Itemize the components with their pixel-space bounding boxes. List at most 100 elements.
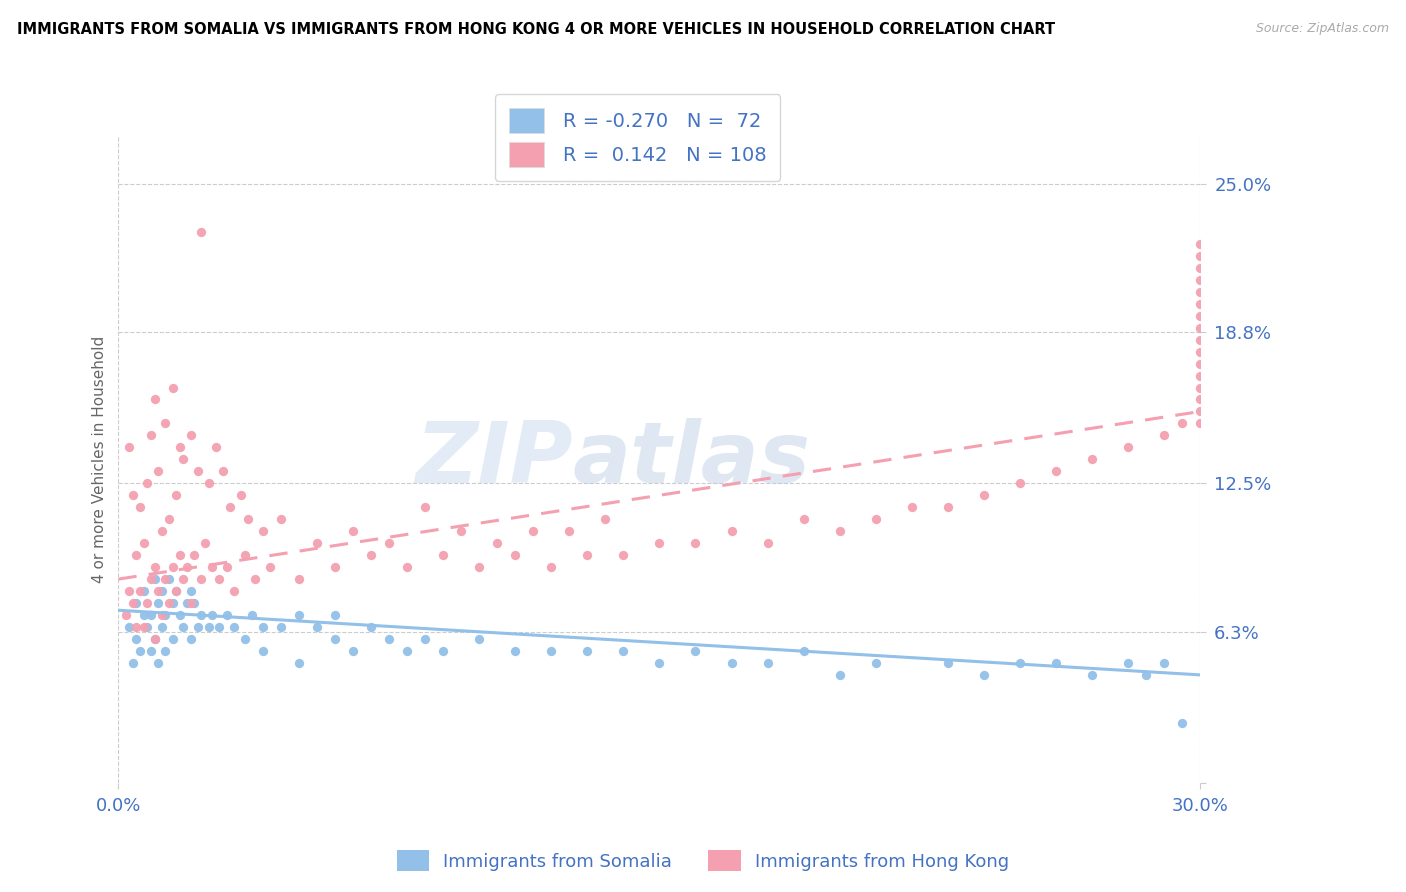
Point xyxy=(155,572,177,586)
Point xyxy=(865,656,887,670)
Point xyxy=(503,644,526,658)
Point xyxy=(252,620,274,634)
Point xyxy=(172,452,194,467)
Point xyxy=(240,607,263,622)
Legend: R = -0.270   N =  72, R =  0.142   N = 108: R = -0.270 N = 72, R = 0.142 N = 108 xyxy=(495,94,780,181)
Point xyxy=(155,644,177,658)
Point xyxy=(1135,668,1157,682)
Point xyxy=(1189,404,1212,418)
Point xyxy=(413,632,436,646)
Point xyxy=(1189,260,1212,275)
Point xyxy=(1045,656,1067,670)
Point xyxy=(612,548,634,562)
Point xyxy=(132,607,155,622)
Point xyxy=(233,548,256,562)
Point xyxy=(187,464,209,478)
Point xyxy=(287,656,309,670)
Point xyxy=(1189,392,1212,407)
Point xyxy=(155,417,177,431)
Point xyxy=(828,668,851,682)
Point xyxy=(190,572,212,586)
Legend: Immigrants from Somalia, Immigrants from Hong Kong: Immigrants from Somalia, Immigrants from… xyxy=(389,843,1017,879)
Point xyxy=(139,572,162,586)
Point xyxy=(157,512,180,526)
Point xyxy=(201,607,224,622)
Point xyxy=(468,560,491,574)
Point xyxy=(136,620,159,634)
Point xyxy=(162,632,184,646)
Point xyxy=(245,572,267,586)
Point xyxy=(1189,273,1212,287)
Point xyxy=(208,620,231,634)
Point xyxy=(522,524,544,539)
Point xyxy=(172,620,194,634)
Point xyxy=(287,572,309,586)
Point xyxy=(360,620,382,634)
Text: IMMIGRANTS FROM SOMALIA VS IMMIGRANTS FROM HONG KONG 4 OR MORE VEHICLES IN HOUSE: IMMIGRANTS FROM SOMALIA VS IMMIGRANTS FR… xyxy=(17,22,1054,37)
Point xyxy=(450,524,472,539)
Point xyxy=(1189,368,1212,383)
Point xyxy=(323,607,346,622)
Point xyxy=(233,632,256,646)
Point xyxy=(180,584,202,599)
Point xyxy=(194,536,217,550)
Point xyxy=(1008,476,1031,491)
Point xyxy=(136,476,159,491)
Point xyxy=(139,428,162,442)
Point xyxy=(190,225,212,239)
Point xyxy=(1189,333,1212,347)
Point xyxy=(1189,236,1212,251)
Point xyxy=(121,596,143,610)
Point xyxy=(252,524,274,539)
Point xyxy=(157,596,180,610)
Point xyxy=(143,632,166,646)
Point xyxy=(1189,380,1212,394)
Point xyxy=(118,584,141,599)
Point xyxy=(432,644,454,658)
Point xyxy=(756,656,779,670)
Point xyxy=(287,607,309,622)
Point xyxy=(136,596,159,610)
Point xyxy=(201,560,224,574)
Point xyxy=(612,644,634,658)
Point xyxy=(215,607,238,622)
Point xyxy=(118,441,141,455)
Point xyxy=(129,584,152,599)
Point xyxy=(180,632,202,646)
Point xyxy=(648,536,671,550)
Point xyxy=(169,441,191,455)
Point xyxy=(172,572,194,586)
Point xyxy=(229,488,252,502)
Point xyxy=(270,512,292,526)
Point xyxy=(413,500,436,515)
Point xyxy=(132,584,155,599)
Point xyxy=(197,620,219,634)
Point xyxy=(648,656,671,670)
Point xyxy=(169,548,191,562)
Point xyxy=(1189,320,1212,334)
Point xyxy=(208,572,231,586)
Point xyxy=(305,620,328,634)
Point xyxy=(183,548,205,562)
Point xyxy=(143,632,166,646)
Point xyxy=(936,500,959,515)
Point xyxy=(155,607,177,622)
Point xyxy=(150,584,173,599)
Point xyxy=(139,644,162,658)
Point xyxy=(576,644,599,658)
Point xyxy=(259,560,281,574)
Point xyxy=(121,656,143,670)
Point xyxy=(146,596,169,610)
Point xyxy=(165,488,187,502)
Point xyxy=(150,524,173,539)
Point xyxy=(1116,656,1139,670)
Point xyxy=(143,560,166,574)
Point xyxy=(252,644,274,658)
Point xyxy=(183,596,205,610)
Point xyxy=(270,620,292,634)
Point xyxy=(342,644,364,658)
Point xyxy=(176,560,198,574)
Point xyxy=(222,620,245,634)
Point xyxy=(1045,464,1067,478)
Point xyxy=(1189,417,1212,431)
